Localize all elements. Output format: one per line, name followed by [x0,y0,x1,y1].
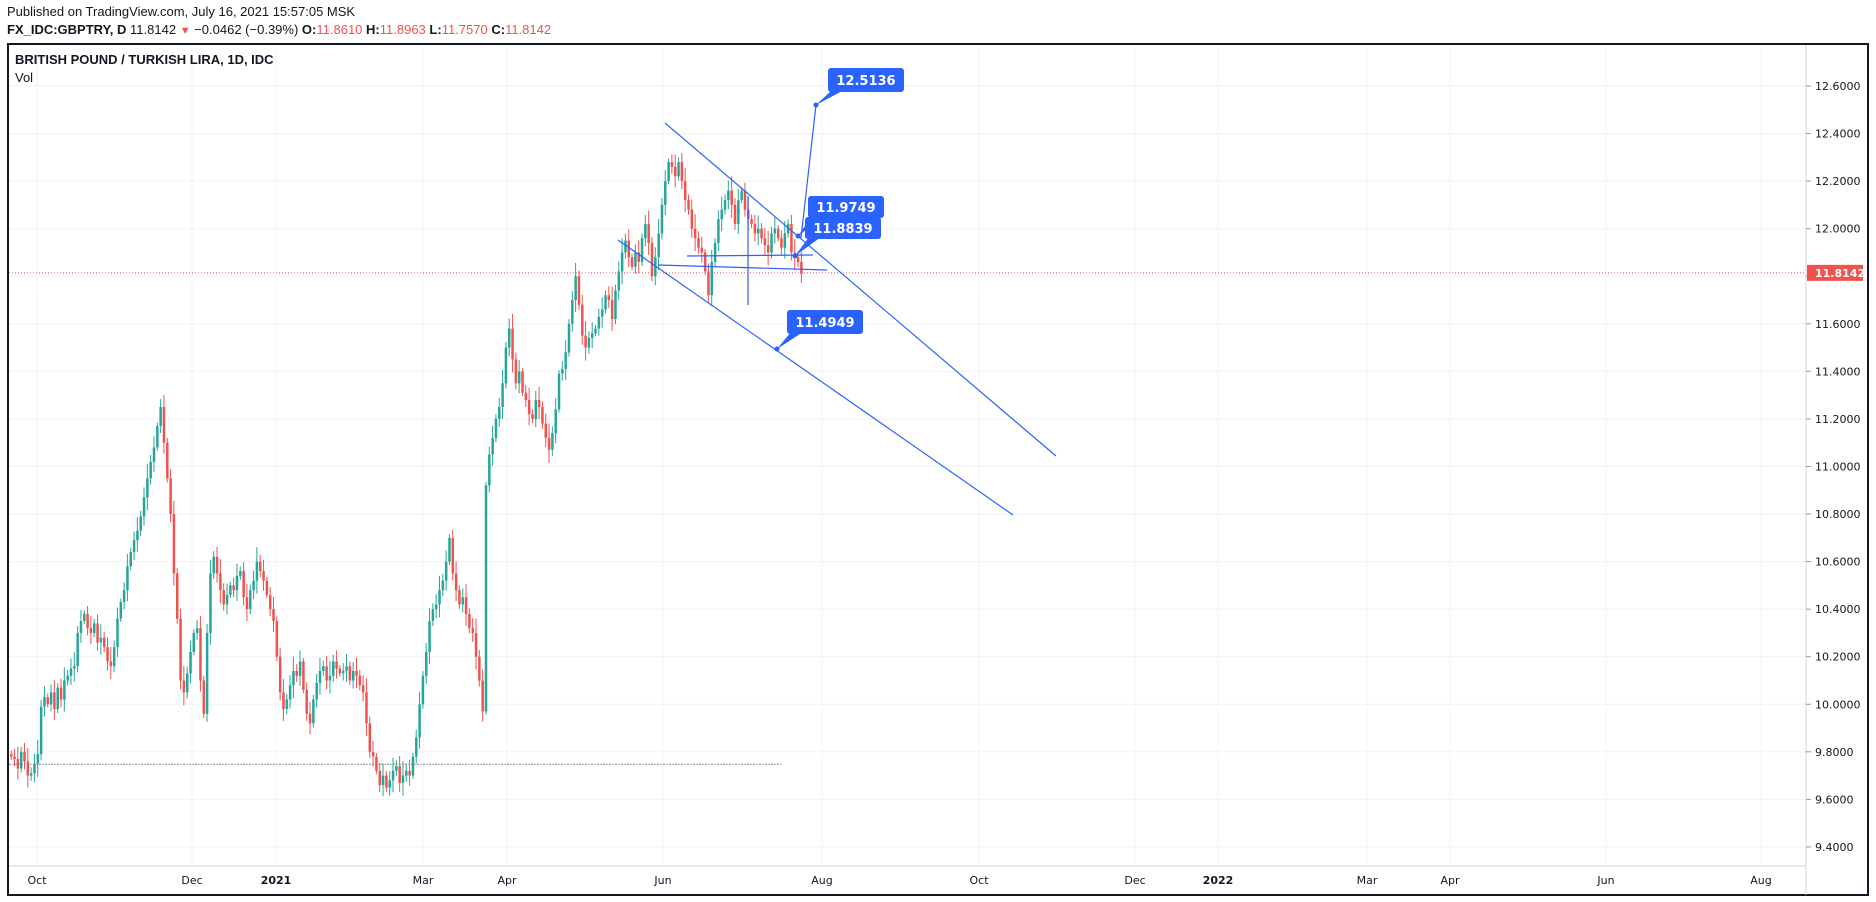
close-label: C: [491,22,506,37]
down-triangle-icon: ▼ [179,25,191,37]
svg-text:11.0000: 11.0000 [1815,460,1861,473]
low-value: 11.7570 [441,22,488,37]
candlestick-series [10,153,803,797]
svg-text:12.2000: 12.2000 [1815,175,1861,188]
svg-text:10.8000: 10.8000 [1815,508,1861,521]
svg-text:Dec: Dec [1124,874,1145,887]
symbol-legend: FX_IDC:GBPTRY, D 11.8142 ▼ −0.0462 (−0.3… [7,22,551,37]
svg-text:9.4000: 9.4000 [1815,841,1854,854]
low-label: L: [429,22,442,37]
svg-text:Aug: Aug [811,874,832,887]
grid-lines [9,45,1806,866]
last-price-value: 11.8142 [130,22,177,37]
svg-text:Jun: Jun [653,874,671,887]
svg-text:11.8142: 11.8142 [1815,267,1865,280]
svg-text:12.5136: 12.5136 [836,74,895,89]
svg-text:Mar: Mar [1357,874,1378,887]
close-value: 11.8142 [505,22,552,37]
svg-text:Apr: Apr [1440,874,1460,887]
svg-text:11.4000: 11.4000 [1815,365,1861,378]
svg-text:10.6000: 10.6000 [1815,556,1861,569]
change-value: −0.0462 (−0.39%) [194,22,299,37]
svg-text:Apr: Apr [497,874,517,887]
svg-text:Mar: Mar [413,874,434,887]
svg-text:Oct: Oct [27,874,47,887]
open-label: O: [301,22,317,37]
svg-text:9.6000: 9.6000 [1815,793,1854,806]
svg-text:11.4949: 11.4949 [795,316,854,331]
svg-text:12.4000: 12.4000 [1815,128,1861,141]
svg-text:2022: 2022 [1203,874,1234,887]
svg-text:10.2000: 10.2000 [1815,651,1861,664]
svg-text:11.9749: 11.9749 [816,201,875,216]
svg-text:10.4000: 10.4000 [1815,603,1861,616]
svg-text:Oct: Oct [969,874,989,887]
svg-text:9.8000: 9.8000 [1815,746,1854,759]
svg-text:11.6000: 11.6000 [1815,318,1861,331]
high-value: 11.8963 [379,22,426,37]
svg-text:2021: 2021 [261,874,292,887]
volume-indicator-label[interactable]: Vol [15,70,34,85]
svg-text:11.2000: 11.2000 [1815,413,1861,426]
chart-frame [7,43,1869,896]
svg-text:10.0000: 10.0000 [1815,698,1861,711]
pane-title: BRITISH POUND / TURKISH LIRA, 1D, IDC [15,52,274,67]
svg-text:Aug: Aug [1750,874,1771,887]
svg-text:11.8839: 11.8839 [813,222,872,237]
svg-text:12.0000: 12.0000 [1815,223,1861,236]
symbol-name: FX_IDC:GBPTRY, D [7,22,127,37]
open-value: 11.8610 [316,22,363,37]
axes: 12.600012.400012.200012.000011.800011.60… [9,45,1865,895]
svg-text:12.6000: 12.6000 [1815,80,1861,93]
svg-text:Jun: Jun [1596,874,1614,887]
published-caption: Published on TradingView.com, July 16, 2… [7,4,356,19]
high-label: H: [366,22,380,37]
trend-line-drawings[interactable]: 12.5136 11.9749 11.8839 11.4949 [617,68,1057,516]
svg-text:Dec: Dec [181,874,202,887]
